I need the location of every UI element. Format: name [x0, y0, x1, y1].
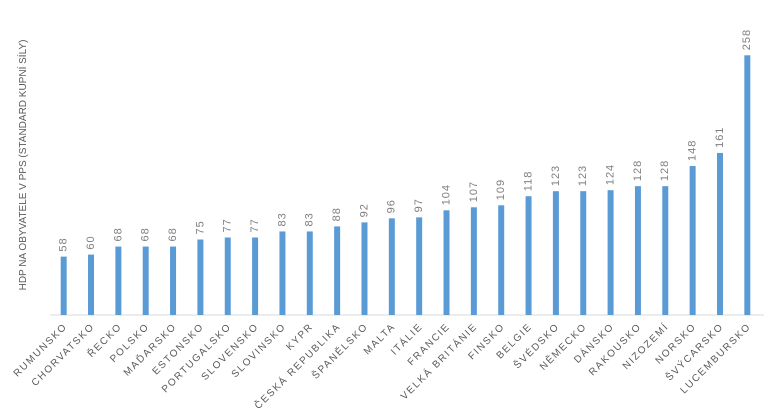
- bar: [634, 186, 641, 315]
- value-label: 128: [632, 160, 644, 181]
- value-label: 107: [468, 181, 480, 202]
- value-label: 128: [659, 160, 671, 181]
- bar: [689, 166, 696, 315]
- bar: [60, 256, 67, 315]
- value-label: 258: [741, 29, 753, 50]
- value-label: 109: [495, 179, 507, 200]
- bar: [498, 205, 505, 315]
- bar: [716, 152, 723, 315]
- value-label: 96: [386, 199, 398, 213]
- value-label: 77: [249, 218, 261, 232]
- bar: [115, 246, 122, 315]
- value-label: 148: [687, 140, 699, 161]
- bar: [197, 239, 204, 315]
- bar: [170, 246, 177, 315]
- value-label: 77: [222, 218, 234, 232]
- value-label: 92: [358, 203, 370, 217]
- bar: [252, 237, 259, 315]
- bar: [525, 196, 532, 315]
- bar: [306, 231, 313, 315]
- value-label: 68: [167, 227, 179, 241]
- value-label: 124: [605, 164, 617, 185]
- value-label: 123: [577, 165, 589, 186]
- bar: [388, 218, 395, 315]
- bar: [744, 55, 751, 315]
- value-label: 68: [112, 227, 124, 241]
- value-label: 68: [140, 227, 152, 241]
- bar: [142, 246, 149, 315]
- bar: [662, 186, 669, 315]
- bar: [361, 222, 368, 315]
- value-label: 60: [85, 235, 97, 249]
- bar: [580, 191, 587, 315]
- value-label: 83: [276, 212, 288, 226]
- value-label: 118: [522, 171, 534, 192]
- value-label: 104: [440, 184, 452, 205]
- bar: [279, 231, 286, 315]
- bar: [552, 191, 559, 315]
- bar: [88, 254, 95, 315]
- bar: [334, 226, 341, 315]
- bar: [607, 190, 614, 315]
- value-label: 88: [331, 207, 343, 221]
- value-label: 123: [550, 165, 562, 186]
- bar: [416, 217, 423, 315]
- value-label: 161: [714, 127, 726, 148]
- value-label: 75: [194, 220, 206, 234]
- bar: [470, 207, 477, 315]
- value-label: 97: [413, 198, 425, 212]
- value-label: 83: [304, 212, 316, 226]
- value-label: 58: [58, 237, 70, 251]
- bar: [224, 237, 231, 315]
- y-axis-label: HDP NA OBYVATELE V PPS (STANDARD KUPNÍ S…: [16, 40, 29, 291]
- bar: [443, 210, 450, 315]
